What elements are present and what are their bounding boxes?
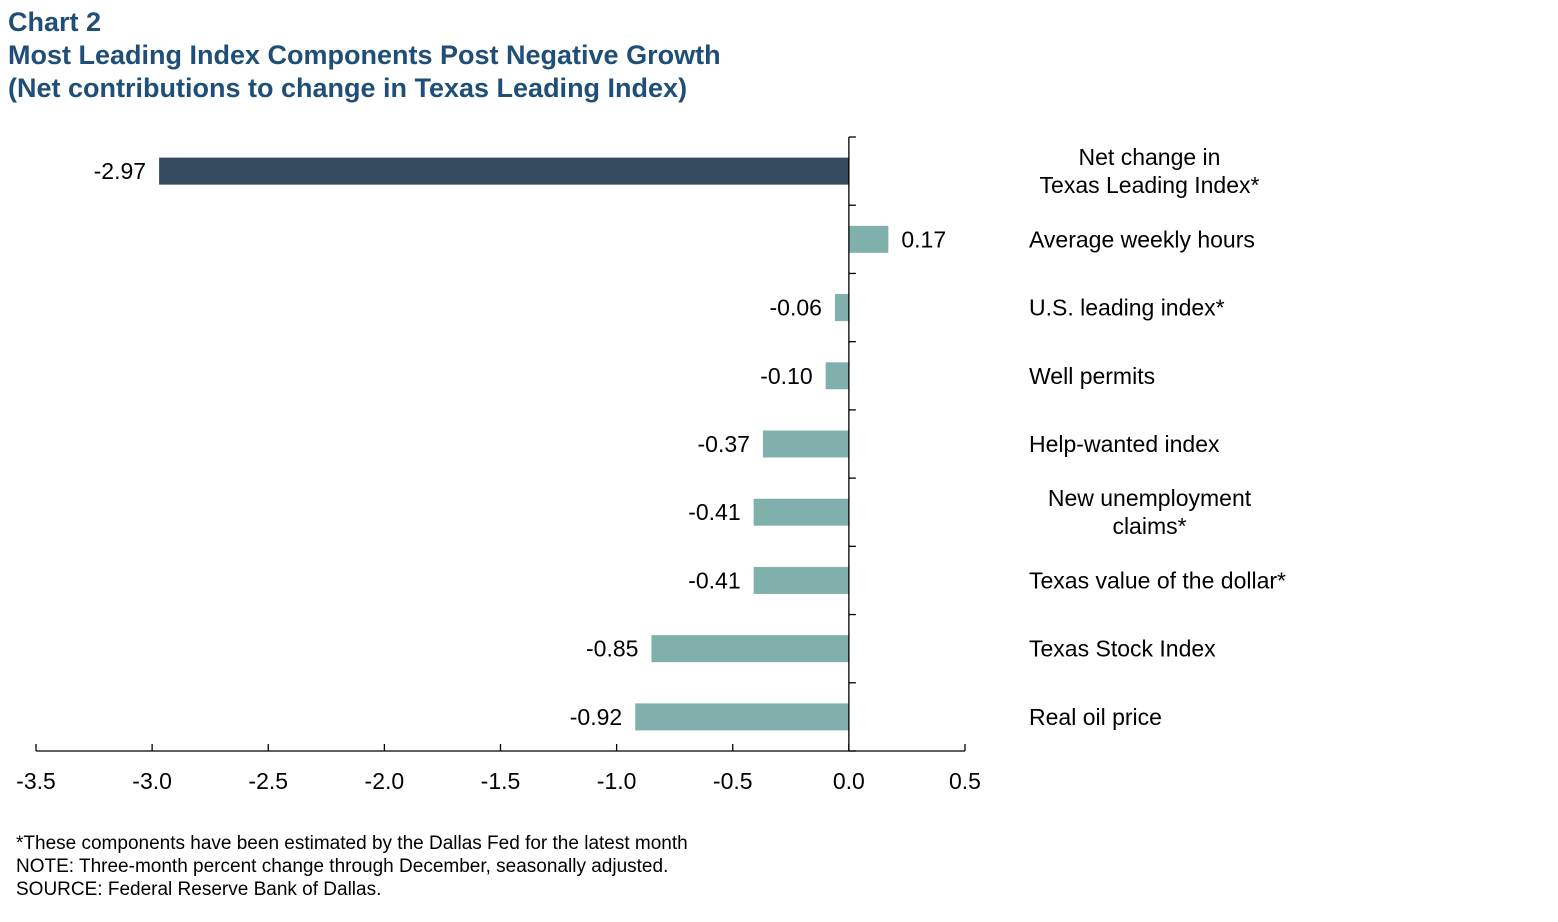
bars-layer	[159, 157, 889, 731]
note-footnote: NOTE: Three-month percent change through…	[16, 856, 669, 877]
axis-layer: -3.5 -3.0 -2.5 -2.0 -1.5 -1.0 -0.5 0.0 0.5	[16, 136, 981, 794]
chart-subtitle: (Net contributions to change in Texas Le…	[8, 73, 688, 103]
category-label: claims*	[1112, 513, 1186, 539]
bar-chart: -3.5 -3.0 -2.5 -2.0 -1.5 -1.0 -0.5 0.0 0.5 -2.97…	[16, 136, 1286, 794]
value-label: -0.37	[698, 431, 750, 457]
value-label: -0.41	[688, 567, 740, 593]
chart-number: Chart 2	[8, 7, 102, 37]
value-label: -0.41	[688, 499, 740, 525]
category-label: Help-wanted index	[1029, 431, 1220, 457]
value-label: -0.10	[760, 363, 812, 389]
component-bar	[848, 225, 889, 253]
category-label: Average weekly hours	[1029, 226, 1255, 252]
component-bar	[762, 430, 849, 458]
footnotes: *These components have been estimated by…	[16, 832, 688, 901]
category-label: U.S. leading index*	[1029, 295, 1225, 321]
x-tick-label: -3.0	[132, 768, 172, 794]
asterisk-footnote: *These components have been estimated by…	[16, 833, 688, 854]
chart-title: Most Leading Index Components Post Negat…	[8, 40, 721, 70]
x-tick-label: -3.5	[16, 768, 56, 794]
x-tick-label: -1.5	[481, 768, 521, 794]
component-bar	[825, 362, 849, 390]
value-label: -2.97	[94, 158, 146, 184]
category-label: New unemployment	[1048, 485, 1252, 511]
x-tick-label: 0.0	[833, 768, 865, 794]
value-label: 0.17	[901, 226, 946, 252]
value-label: -0.85	[586, 636, 638, 662]
category-label: Real oil price	[1029, 704, 1162, 730]
category-label: Net change in	[1079, 144, 1221, 170]
value-label: -0.06	[770, 295, 822, 321]
total-bar	[159, 157, 849, 185]
category-label: Well permits	[1029, 363, 1155, 389]
x-tick-label: -2.0	[365, 768, 405, 794]
x-tick-label: -1.0	[597, 768, 637, 794]
x-tick-label: 0.5	[949, 768, 981, 794]
x-tick-label: -0.5	[713, 768, 753, 794]
category-label: Texas Leading Index*	[1040, 172, 1260, 198]
component-bar	[753, 566, 849, 594]
category-label: Texas value of the dollar*	[1029, 567, 1286, 593]
component-bar	[651, 635, 849, 663]
source-footnote: SOURCE: Federal Reserve Bank of Dallas.	[16, 879, 382, 900]
category-label: Texas Stock Index	[1029, 636, 1216, 662]
x-tick-label: -2.5	[248, 768, 288, 794]
component-bar	[753, 498, 849, 526]
component-bar	[834, 294, 849, 322]
chart-heading: Chart 2 Most Leading Index Components Po…	[8, 6, 721, 105]
value-label: -0.92	[570, 704, 622, 730]
component-bar	[635, 703, 849, 731]
